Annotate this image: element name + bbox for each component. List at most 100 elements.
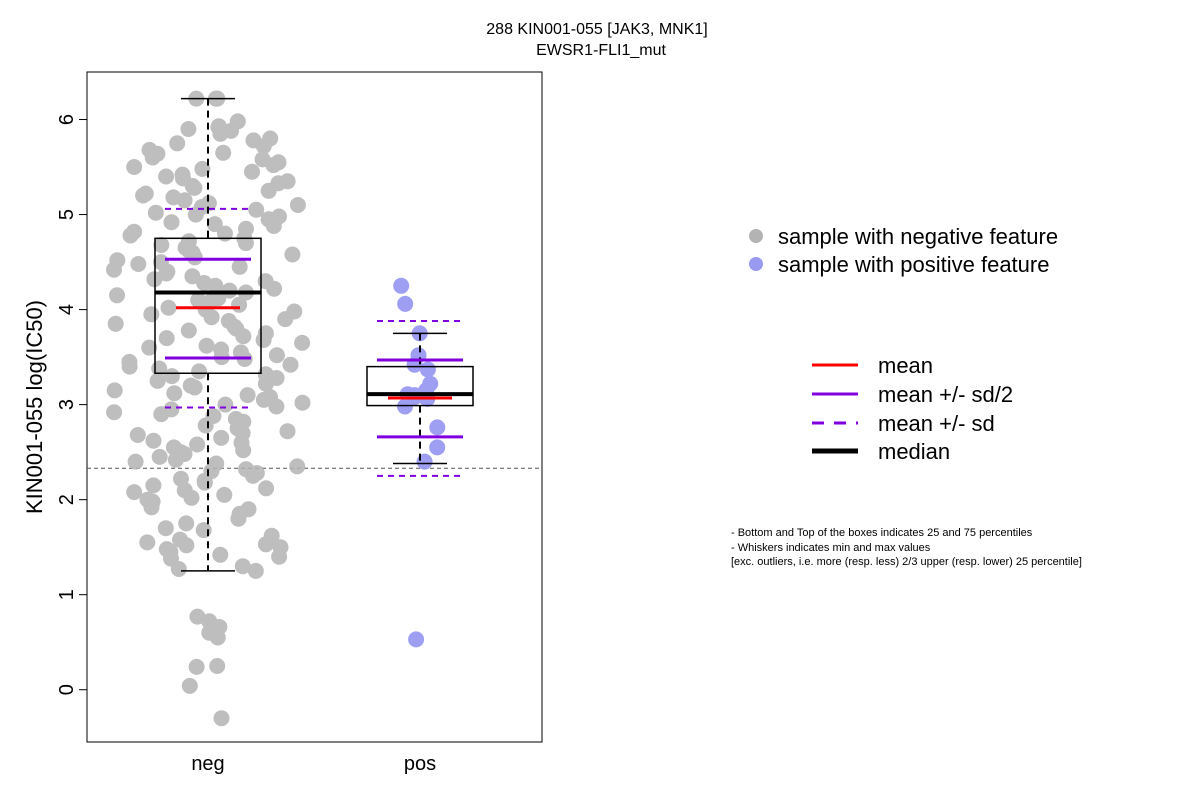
point-neg — [289, 197, 306, 213]
point-neg — [294, 334, 311, 351]
point-neg — [212, 125, 229, 142]
point-neg — [106, 404, 123, 421]
point-neg — [235, 328, 252, 345]
point-neg — [139, 534, 156, 551]
y-axis-label: KIN001-055 log(IC50) — [22, 300, 47, 514]
point-neg — [268, 347, 285, 364]
point-neg — [279, 423, 296, 440]
point-neg — [178, 537, 195, 554]
y-tick-label-2: 2 — [56, 494, 78, 505]
point-neg — [122, 227, 139, 244]
point-neg — [126, 484, 143, 501]
point-neg — [167, 451, 184, 468]
point-neg — [248, 201, 265, 218]
point-neg — [260, 182, 277, 199]
point-neg — [145, 477, 162, 494]
point-neg — [109, 287, 125, 304]
point-neg — [265, 157, 282, 174]
point-neg — [106, 382, 123, 399]
chart-subtitle: EWSR1-FLI1_mut — [536, 42, 666, 59]
point-neg — [183, 489, 200, 506]
point-neg — [282, 356, 299, 373]
point-neg — [209, 658, 226, 674]
note-line-3: [exc. outliers, i.e. more (resp. less) 2… — [731, 556, 1082, 568]
y-tick-label-0: 0 — [56, 684, 78, 695]
point-neg — [198, 337, 215, 354]
legend-halfsd-label: mean +/- sd/2 — [878, 382, 1013, 407]
point-neg — [106, 261, 122, 278]
point-neg — [231, 258, 248, 275]
point-neg — [255, 138, 272, 155]
legend-neg-label: sample with negative feature — [778, 224, 1058, 249]
legend-lines: mean mean +/- sd/2 mean +/- sd median — [812, 353, 1013, 464]
point-neg — [255, 391, 272, 408]
point-neg — [271, 548, 288, 565]
point-neg — [163, 214, 180, 231]
point-neg — [169, 135, 186, 152]
point-neg — [230, 510, 247, 527]
legend-neg-marker — [749, 229, 763, 243]
point-neg — [144, 149, 161, 166]
point-neg — [257, 536, 274, 553]
point-neg — [203, 309, 220, 326]
point-neg — [294, 394, 311, 411]
point-neg — [147, 204, 164, 221]
point-neg — [244, 163, 260, 180]
point-neg — [186, 249, 203, 266]
point-neg — [184, 268, 201, 285]
note-line-2: - Whiskers indicates min and max values — [731, 542, 931, 554]
point-neg — [130, 256, 147, 272]
point-neg — [143, 306, 160, 323]
x-axis: neg pos — [191, 753, 436, 775]
point-neg — [178, 515, 195, 532]
legend-points: sample with negative feature sample with… — [749, 224, 1058, 277]
point-neg — [217, 396, 234, 413]
point-neg — [215, 144, 232, 161]
point-neg — [187, 206, 204, 223]
x-tick-label-pos: pos — [404, 753, 436, 775]
point-neg — [158, 330, 175, 347]
box-pos — [366, 365, 474, 407]
point-neg — [180, 322, 197, 339]
group-neg — [106, 90, 311, 727]
y-tick-label-6: 6 — [56, 114, 78, 125]
point-neg — [265, 218, 282, 234]
point-pos — [429, 419, 446, 436]
point-neg — [195, 522, 212, 539]
point-neg — [186, 179, 203, 196]
point-neg — [129, 427, 146, 443]
y-tick-label-4: 4 — [56, 304, 78, 315]
legend-pos-marker — [749, 257, 763, 271]
legend-pos-label: sample with positive feature — [778, 252, 1049, 277]
point-neg — [189, 436, 206, 453]
y-axis: 0 1 2 3 4 5 6 — [56, 114, 87, 695]
point-pos — [397, 398, 413, 415]
point-pos — [429, 439, 446, 456]
point-neg — [196, 474, 213, 491]
x-tick-label-neg: neg — [191, 753, 224, 775]
point-neg — [212, 546, 229, 563]
point-neg — [197, 417, 214, 434]
point-neg — [166, 385, 183, 402]
point-neg — [216, 486, 233, 503]
groups — [106, 90, 474, 727]
point-neg — [231, 296, 248, 313]
legend-median-label: median — [878, 439, 950, 464]
point-neg — [186, 379, 203, 396]
point-neg — [235, 442, 252, 459]
point-neg — [206, 216, 223, 233]
point-neg — [157, 520, 174, 537]
point-neg — [153, 237, 170, 253]
point-neg — [145, 432, 162, 449]
point-neg — [107, 315, 124, 332]
y-tick-label-3: 3 — [56, 399, 78, 410]
point-neg — [181, 677, 198, 694]
point-neg — [158, 265, 175, 282]
point-neg — [245, 467, 261, 484]
plot-frame — [86, 71, 543, 743]
point-pos — [393, 277, 410, 294]
point-neg — [127, 453, 144, 470]
point-neg — [255, 332, 272, 348]
point-neg — [135, 187, 152, 204]
point-neg — [277, 311, 294, 328]
